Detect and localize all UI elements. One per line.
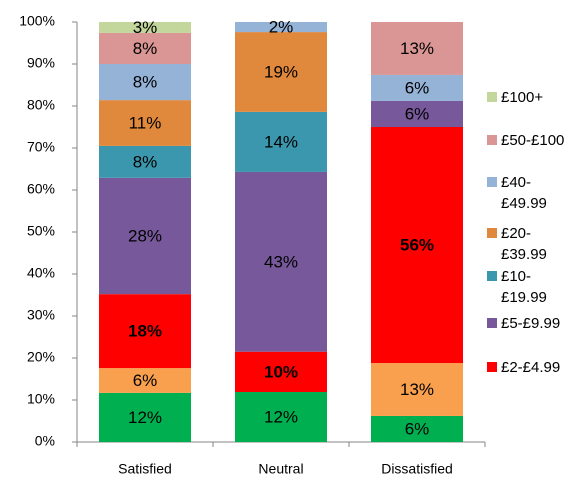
legend-label: £5-£9.99 [501, 315, 561, 332]
legend-item: £10-£19.99 [487, 266, 575, 308]
bar-segment [235, 171, 327, 352]
value-label: 12% [264, 407, 298, 426]
bar-segment [235, 22, 327, 33]
y-tick-label: 90% [27, 55, 55, 71]
value-label: 56% [400, 236, 434, 255]
legend-label: £2-£4.99 [501, 359, 561, 376]
bar-segment [99, 100, 191, 146]
legend-label: £40-£49.99 [501, 174, 547, 212]
legend-item: £40-£49.99 [487, 172, 575, 214]
value-label: 13% [400, 380, 434, 399]
bar-segment [99, 22, 191, 33]
bar-segment [99, 368, 191, 393]
legend-swatch [487, 177, 497, 187]
y-tick-label: 60% [27, 181, 55, 197]
value-label: 28% [128, 226, 162, 245]
bar-segment [371, 74, 463, 101]
legend-swatch [487, 271, 497, 281]
value-label: 43% [264, 252, 298, 271]
y-tick-label: 0% [35, 433, 55, 449]
value-label: 18% [128, 322, 162, 341]
bar-segment [235, 392, 327, 442]
bar-segment [371, 22, 463, 75]
x-tick-label: Dissatisfied [381, 461, 453, 477]
bar-segment [99, 32, 191, 64]
legend-item: £2-£4.99 [487, 357, 575, 378]
x-tick-label: Satisfied [118, 461, 172, 477]
value-label: 8% [133, 73, 158, 92]
y-tick-label: 20% [27, 349, 55, 365]
legend-swatch [487, 318, 497, 328]
legend-swatch [487, 135, 497, 145]
value-label: 6% [405, 419, 430, 438]
value-label: 3% [133, 18, 158, 37]
legend-item: £20-£39.99 [487, 223, 575, 265]
bar-segment [371, 363, 463, 416]
legend-item: £50-£100 [487, 130, 575, 151]
value-label: 6% [133, 371, 158, 390]
bar-segment [99, 177, 191, 295]
legend-item: £100+ [487, 87, 575, 108]
bar-segment [235, 32, 327, 112]
y-tick-label: 10% [27, 391, 55, 407]
value-label: 10% [264, 362, 298, 381]
value-label: 11% [129, 113, 162, 132]
bar-segment [99, 392, 191, 442]
value-label: 14% [264, 132, 298, 151]
y-tick-label: 50% [27, 223, 55, 239]
y-tick-label: 100% [19, 13, 55, 29]
bar-segment [371, 127, 463, 364]
value-label: 2% [269, 18, 294, 37]
legend-label: £20-£39.99 [501, 225, 547, 263]
legend-label: £100+ [501, 89, 544, 106]
bar-segment [371, 415, 463, 442]
value-label: 6% [405, 104, 430, 123]
y-tick-label: 40% [27, 265, 55, 281]
y-tick-label: 30% [27, 307, 55, 323]
x-tick-label: Neutral [258, 461, 303, 477]
value-label: 19% [264, 62, 298, 81]
value-label: 13% [400, 39, 434, 58]
legend-label: £50-£100 [501, 132, 565, 149]
value-label: 12% [128, 408, 162, 427]
value-label: 8% [133, 39, 158, 58]
legend-label: £10-£19.99 [501, 268, 547, 306]
bar-segment [371, 100, 463, 127]
legend-swatch [487, 228, 497, 238]
y-tick-label: 80% [27, 97, 55, 113]
legend-swatch [487, 92, 497, 102]
bar-segment [235, 351, 327, 393]
legend-item: £5-£9.99 [487, 313, 575, 334]
bar-segment [235, 111, 327, 172]
legend-swatch [487, 362, 497, 372]
y-tick-label: 70% [27, 139, 55, 155]
bar-segment [99, 145, 191, 178]
bar-segment [99, 294, 191, 369]
value-label: 6% [405, 78, 430, 97]
value-label: 8% [133, 152, 158, 171]
bar-segment [99, 64, 191, 101]
